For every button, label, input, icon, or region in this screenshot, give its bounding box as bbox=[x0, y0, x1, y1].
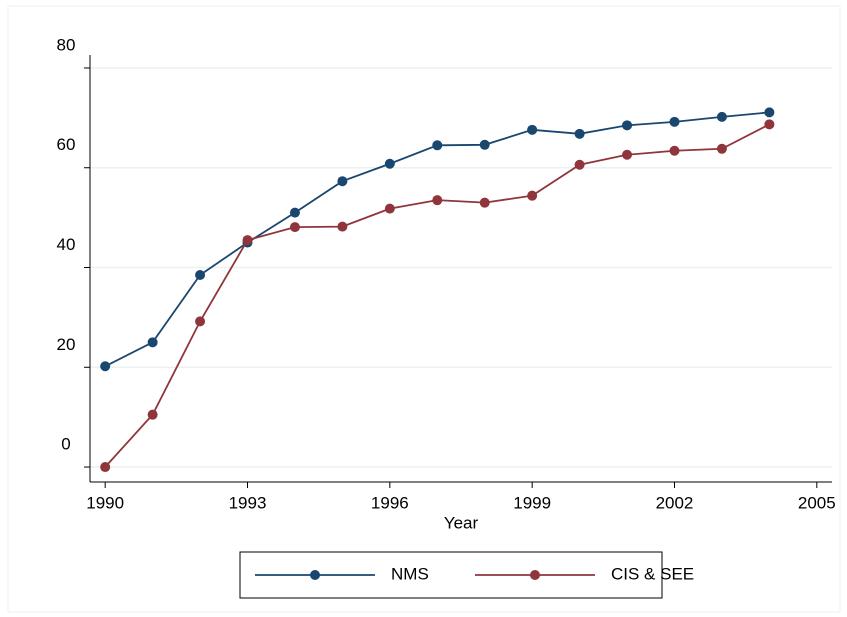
data-point bbox=[195, 269, 206, 280]
data-point bbox=[147, 409, 158, 420]
data-point bbox=[432, 140, 443, 151]
x-axis-label: Year bbox=[444, 513, 479, 532]
data-point bbox=[527, 190, 538, 201]
frame bbox=[7, 5, 841, 613]
data-point bbox=[669, 116, 680, 127]
data-point bbox=[384, 158, 395, 169]
y-tick-label: 0 bbox=[61, 435, 70, 454]
legend-label: NMS bbox=[391, 564, 429, 583]
data-point bbox=[574, 159, 585, 170]
data-point bbox=[100, 361, 111, 372]
y-tick-label: 80 bbox=[57, 35, 76, 54]
data-point bbox=[147, 337, 158, 348]
data-point bbox=[432, 195, 443, 206]
data-point bbox=[669, 145, 680, 156]
y-tick-label: 40 bbox=[57, 235, 76, 254]
data-point bbox=[289, 222, 300, 233]
data-point bbox=[479, 197, 490, 208]
data-point bbox=[527, 124, 538, 135]
data-point bbox=[716, 143, 727, 154]
data-point bbox=[622, 120, 633, 131]
data-point bbox=[337, 176, 348, 187]
legend-marker bbox=[310, 570, 320, 580]
x-tick-label: 1993 bbox=[229, 493, 267, 512]
data-point bbox=[384, 203, 395, 214]
data-point bbox=[764, 119, 775, 130]
legend-label: CIS & SEE bbox=[611, 564, 694, 583]
data-point bbox=[195, 316, 206, 327]
data-point bbox=[242, 235, 253, 246]
data-point bbox=[622, 149, 633, 160]
data-point bbox=[574, 128, 585, 139]
y-tick-label: 20 bbox=[57, 335, 76, 354]
x-tick-label: 1990 bbox=[86, 493, 124, 512]
data-point bbox=[479, 139, 490, 150]
data-point bbox=[289, 207, 300, 218]
x-tick-label: 1996 bbox=[371, 493, 409, 512]
x-tick-label: 2002 bbox=[656, 493, 694, 512]
data-point bbox=[337, 221, 348, 232]
legend-marker bbox=[530, 570, 540, 580]
x-tick-label: 1999 bbox=[513, 493, 551, 512]
data-point bbox=[764, 107, 775, 118]
x-tick-label: 2005 bbox=[798, 493, 836, 512]
y-tick-label: 60 bbox=[57, 135, 76, 154]
data-point bbox=[716, 111, 727, 122]
data-point bbox=[100, 462, 111, 473]
